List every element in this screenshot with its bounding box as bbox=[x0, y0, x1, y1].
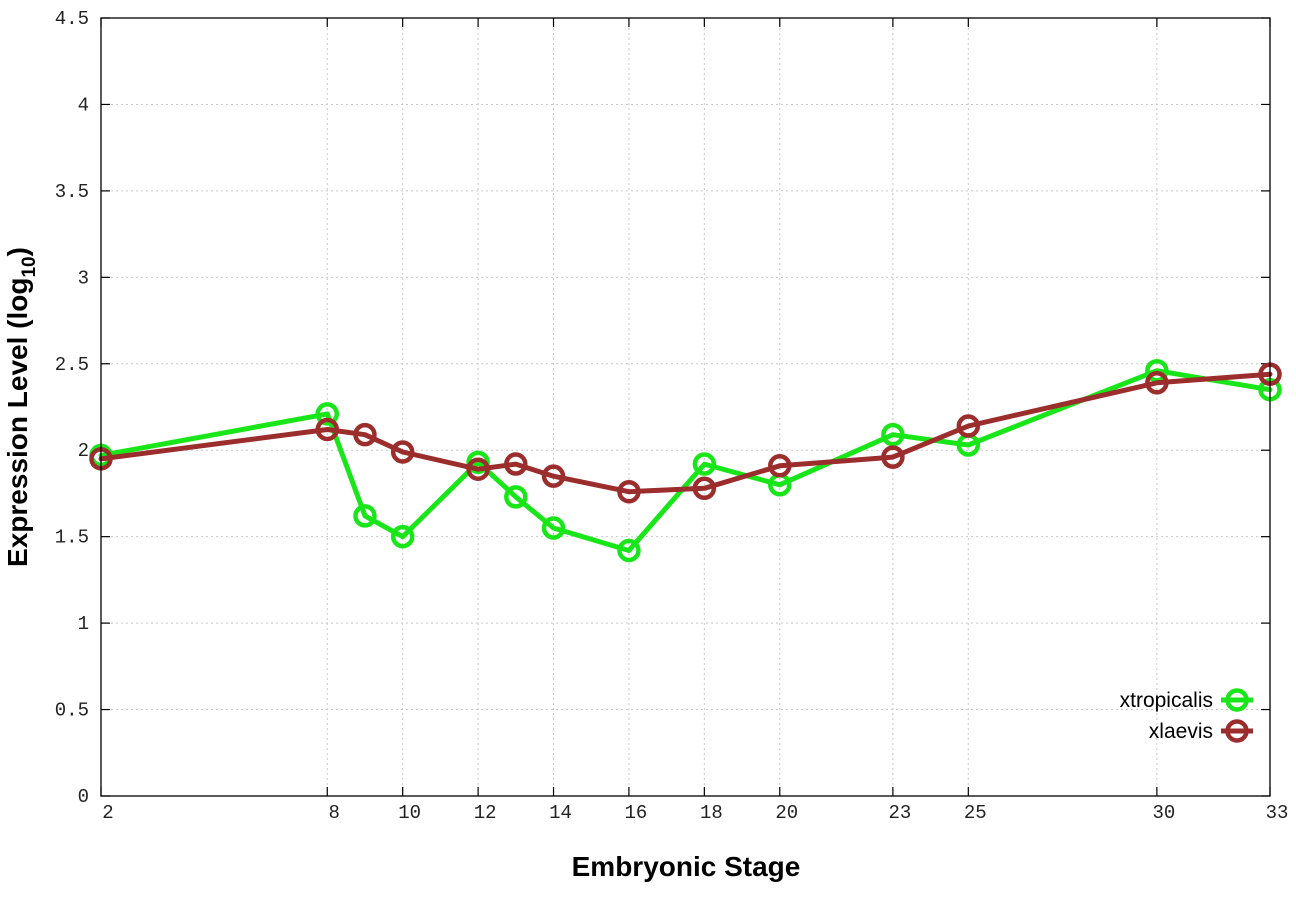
x-tick-label: 30 bbox=[1152, 802, 1175, 824]
data-point-xtropicalis bbox=[881, 422, 905, 447]
data-point-xtropicalis bbox=[390, 524, 415, 549]
x-tick-label: 2 bbox=[102, 802, 113, 824]
data-point-xlaevis bbox=[1145, 371, 1169, 395]
x-axis-title: Embryonic Stage bbox=[572, 851, 801, 882]
y-tick-label: 4 bbox=[78, 94, 89, 116]
x-tick-label: 20 bbox=[775, 802, 798, 824]
data-point-xtropicalis bbox=[617, 538, 641, 563]
data-point-xlaevis bbox=[390, 440, 415, 464]
y-tick-label: 0 bbox=[78, 786, 89, 808]
x-tick-label: 10 bbox=[398, 802, 421, 824]
data-point-xtropicalis bbox=[315, 402, 340, 426]
y-axis-title-subscript: 10 bbox=[19, 256, 40, 277]
x-tick-label: 16 bbox=[625, 802, 648, 824]
y-tick-label: 0.5 bbox=[55, 700, 89, 722]
data-point-xlaevis bbox=[466, 457, 490, 481]
data-point-xtropicalis bbox=[504, 485, 528, 509]
data-point-xlaevis bbox=[692, 476, 717, 501]
data-point-xtropicalis bbox=[692, 452, 717, 476]
y-tick-label: 3 bbox=[78, 267, 89, 289]
data-point-xlaevis bbox=[315, 417, 340, 442]
x-tick-label: 33 bbox=[1266, 802, 1289, 824]
y-tick-label: 1 bbox=[78, 613, 89, 635]
legend: xtropicalis xlaevis bbox=[1120, 688, 1253, 743]
x-tick-label: 25 bbox=[964, 802, 987, 824]
grid bbox=[101, 18, 1270, 796]
data-point-xlaevis bbox=[617, 479, 641, 504]
y-tick-label: 1.5 bbox=[55, 527, 89, 549]
data-point-xlaevis bbox=[956, 414, 981, 438]
y-tick-label: 4.5 bbox=[55, 8, 89, 30]
data-point-xlaevis bbox=[353, 422, 377, 447]
data-point-xlaevis bbox=[541, 464, 566, 488]
axis-ticks: 0 0.5 1 1.5 2 2.5 3 3.5 4 4.5 2 8 10 12 14 16 18 20 23 25 30… bbox=[55, 8, 1289, 824]
x-tick-label: 23 bbox=[888, 802, 911, 824]
legend-marker-xtropicalis bbox=[1225, 688, 1249, 712]
data-point-xtropicalis bbox=[1145, 358, 1169, 383]
series-group bbox=[89, 358, 1282, 563]
data-point-xlaevis bbox=[881, 445, 905, 469]
y-tick-label: 2 bbox=[78, 440, 89, 462]
data-point-xlaevis bbox=[768, 454, 792, 478]
data-point-xtropicalis bbox=[541, 516, 566, 540]
x-tick-label: 12 bbox=[474, 802, 497, 824]
x-tick-label: 14 bbox=[549, 802, 572, 824]
data-point-xlaevis bbox=[504, 452, 528, 476]
legend-marker-xlaevis bbox=[1225, 719, 1249, 743]
legend-label-xtropicalis: xtropicalis bbox=[1120, 689, 1213, 712]
series-line-xlaevis bbox=[98, 371, 1273, 495]
x-tick-label: 18 bbox=[700, 802, 723, 824]
plot-frame bbox=[100, 17, 1271, 797]
legend-label-xlaevis: xlaevis bbox=[1149, 720, 1213, 743]
y-axis-title: Expression Level (log10) bbox=[2, 247, 40, 567]
series-line-xtropicalis bbox=[98, 368, 1273, 553]
y-tick-label: 2.5 bbox=[55, 354, 89, 376]
data-point-xtropicalis bbox=[353, 504, 377, 528]
data-point-xtropicalis bbox=[466, 450, 490, 475]
x-tick-label: 8 bbox=[329, 802, 340, 824]
y-tick-label: 3.5 bbox=[55, 181, 89, 203]
